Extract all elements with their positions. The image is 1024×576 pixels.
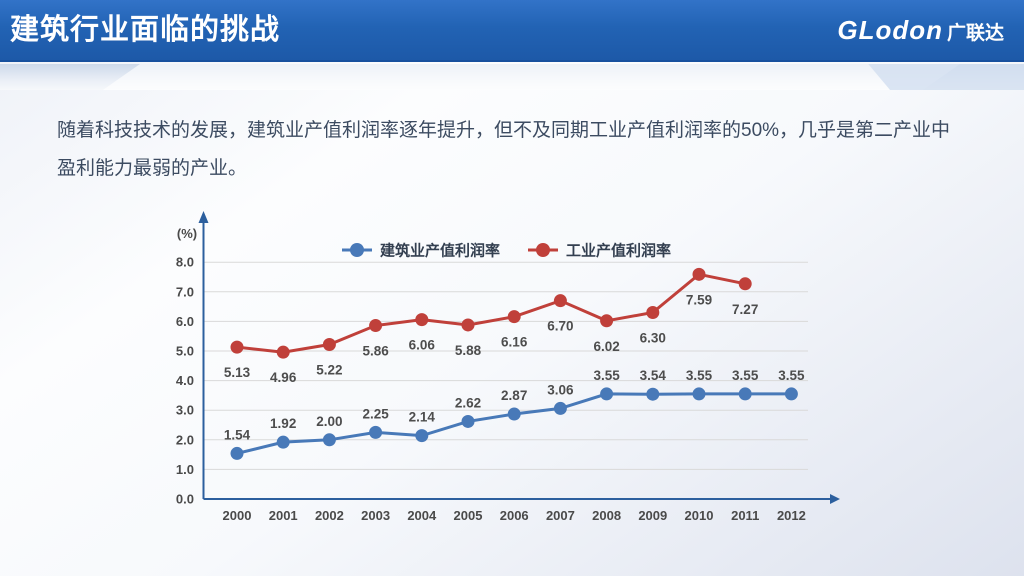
data-label: 5.88 <box>455 343 482 358</box>
data-label: 2.25 <box>362 406 389 421</box>
data-point <box>230 446 244 460</box>
data-point <box>461 414 475 428</box>
decoration-shard <box>91 64 969 90</box>
x-tick-label: 2005 <box>454 508 483 523</box>
data-point <box>553 401 567 415</box>
logo-chinese: 广联达 <box>946 22 1004 44</box>
data-point <box>276 345 290 359</box>
x-tick-label: 2010 <box>685 508 714 523</box>
data-label: 6.16 <box>501 335 528 350</box>
y-tick-label: 7.0 <box>176 284 194 299</box>
data-point <box>507 310 521 324</box>
x-tick-label: 2007 <box>546 508 575 523</box>
legend-marker-icon <box>350 243 364 257</box>
data-point <box>230 340 244 354</box>
data-point <box>692 387 706 401</box>
data-label: 3.54 <box>640 368 667 383</box>
x-tick-label: 2011 <box>731 508 759 523</box>
data-point <box>415 429 429 443</box>
y-tick-label: 3.0 <box>176 403 194 418</box>
legend-label: 建筑业产值利润率 <box>380 242 500 260</box>
data-point <box>738 387 752 401</box>
x-tick-label: 2002 <box>315 508 344 523</box>
data-point <box>415 313 429 327</box>
decoration-shard <box>863 64 1024 90</box>
data-label: 2.00 <box>316 414 342 429</box>
logo-wordmark: GLodon <box>837 14 943 45</box>
data-point <box>276 435 290 449</box>
data-label: 7.59 <box>686 292 712 307</box>
x-axis-arrow-icon <box>830 494 840 504</box>
x-tick-label: 2000 <box>223 508 252 523</box>
data-label: 3.55 <box>593 368 620 383</box>
y-tick-label: 1.0 <box>176 462 194 477</box>
y-tick-label: 8.0 <box>176 255 194 270</box>
data-label: 5.13 <box>224 365 251 380</box>
legend-label: 工业产值利润率 <box>566 242 671 260</box>
x-tick-label: 2012 <box>777 508 806 523</box>
data-label: 4.96 <box>270 370 297 385</box>
header-decoration <box>0 64 1024 90</box>
data-label: 2.62 <box>455 395 481 410</box>
data-point <box>553 294 567 308</box>
data-label: 6.06 <box>409 338 436 353</box>
x-tick-label: 2009 <box>638 508 667 523</box>
page-title: 建筑行业面临的挑战 <box>10 14 281 46</box>
data-point <box>784 387 798 401</box>
data-label: 6.02 <box>593 339 619 354</box>
y-tick-label: 0.0 <box>176 492 194 507</box>
y-axis-arrow-icon <box>198 211 209 223</box>
y-tick-label: 5.0 <box>176 344 194 359</box>
body-line-1: 随着科技技术的发展，建筑业产值利润率逐年提升，但不及同期工业产值利润率的50%，… <box>57 120 951 141</box>
data-point <box>646 387 660 401</box>
data-label: 1.92 <box>270 416 296 431</box>
profit-rate-line-chart: (%) 0.0 1.0 2.0 3.0 4.0 5.0 6.0 7.0 8.0 2000 2001 20… <box>176 211 840 523</box>
y-tick-label: 4.0 <box>176 373 194 388</box>
data-label: 2.14 <box>409 410 436 425</box>
y-tick-label: 2.0 <box>176 432 194 447</box>
data-label: 3.55 <box>686 368 713 383</box>
data-label: 6.70 <box>547 319 573 334</box>
data-label: 5.86 <box>362 344 389 359</box>
data-point <box>369 425 383 439</box>
data-label: 3.06 <box>547 382 574 397</box>
data-point <box>322 433 336 447</box>
data-point <box>507 407 521 421</box>
data-point <box>369 319 383 333</box>
body-line-2: 盈利能力最弱的产业。 <box>57 158 248 179</box>
data-label: 7.27 <box>732 302 758 317</box>
body-paragraph: 随着科技技术的发展，建筑业产值利润率逐年提升，但不及同期工业产值利润率的50%，… <box>57 112 987 188</box>
data-point <box>461 318 475 332</box>
x-tick-label: 2001 <box>269 508 298 523</box>
x-tick-label: 2004 <box>407 508 437 523</box>
x-tick-label: 2008 <box>592 508 621 523</box>
glodon-logo: GLodon 广联达 <box>837 15 1024 46</box>
slide-header: 建筑行业面临的挑战 GLodon 广联达 <box>0 0 1024 62</box>
y-axis-unit-label: (%) <box>177 226 197 241</box>
x-tick-label: 2003 <box>361 508 390 523</box>
data-point <box>738 277 752 291</box>
data-label: 5.22 <box>316 362 342 377</box>
data-point <box>600 314 614 328</box>
y-tick-label: 6.0 <box>176 314 194 329</box>
data-point <box>646 306 660 320</box>
x-tick-label: 2006 <box>500 508 529 523</box>
data-label: 3.55 <box>732 368 759 383</box>
data-point <box>600 387 614 401</box>
data-point <box>322 337 336 351</box>
legend-marker-icon <box>536 243 550 257</box>
data-label: 2.87 <box>501 388 527 403</box>
series-line <box>236 272 746 354</box>
data-label: 3.55 <box>778 368 805 383</box>
data-label: 1.54 <box>224 427 251 442</box>
data-point <box>692 267 706 281</box>
data-label: 6.30 <box>640 331 666 346</box>
